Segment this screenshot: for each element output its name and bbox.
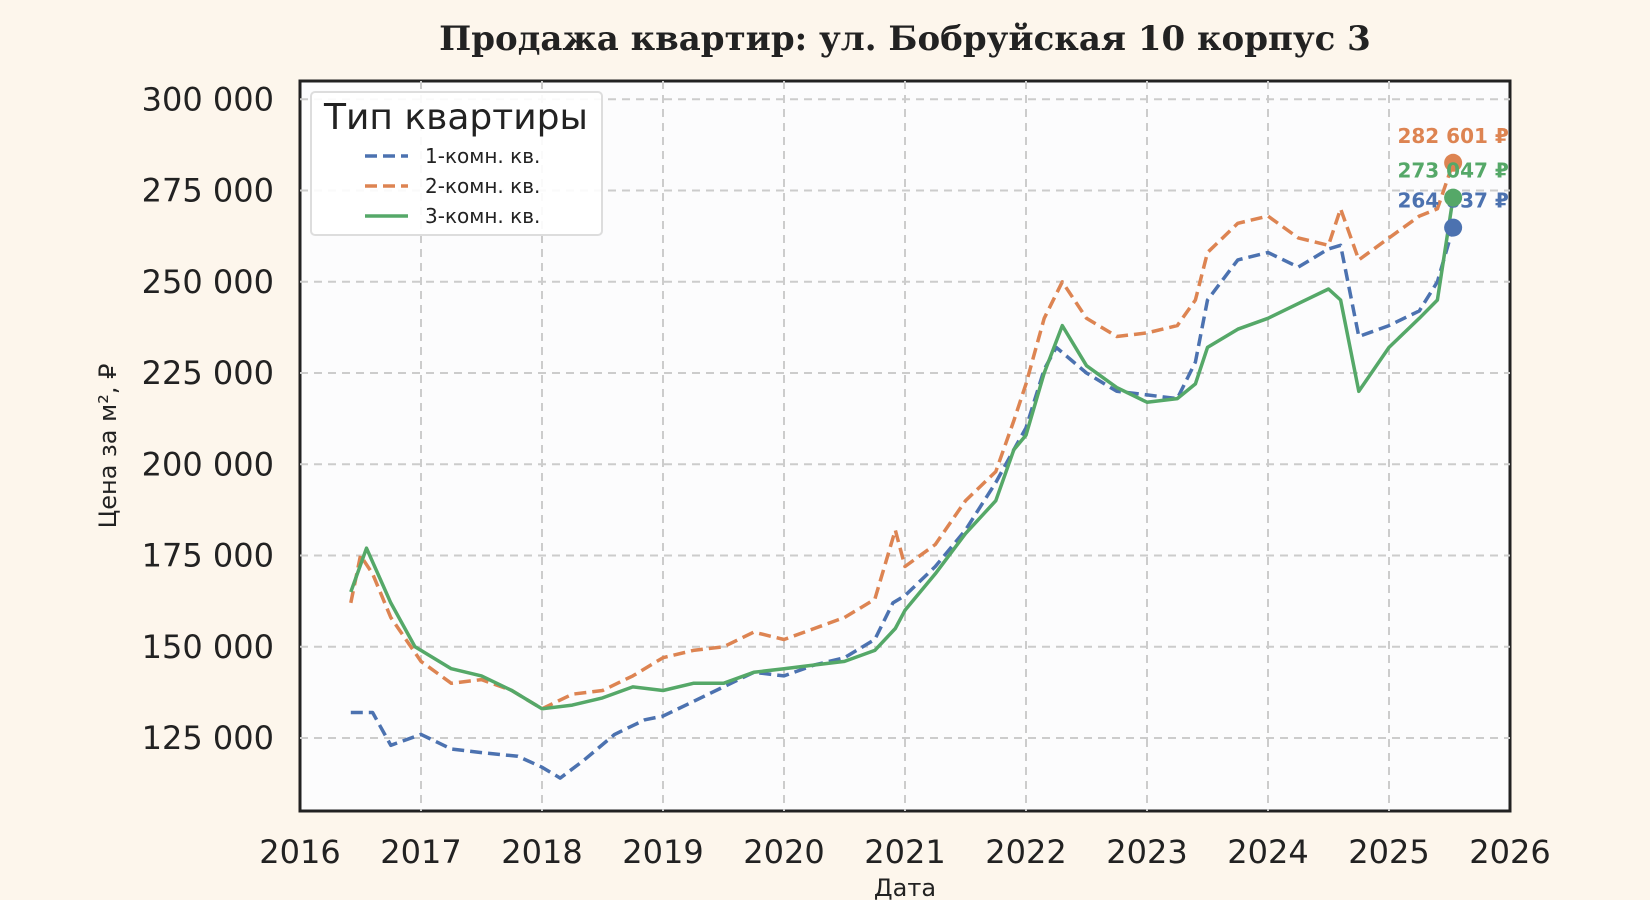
- y-tick-label: 275 000: [142, 172, 274, 210]
- end-point-label: 273 047 ₽: [1397, 159, 1508, 183]
- x-tick-label: 2020: [743, 833, 824, 871]
- series-line: [349, 197, 1455, 711]
- legend-entries: 1-комн. кв. 2-комн. кв. 3-комн. кв.: [365, 144, 540, 228]
- end-point-marker: [1444, 188, 1463, 207]
- x-tick-label: 2017: [380, 833, 461, 871]
- y-tick-label: 300 000: [142, 80, 274, 118]
- series-line: [350, 227, 1455, 780]
- legend: Тип квартиры 1-комн. кв. 2-комн. кв. 3-ком…: [310, 91, 603, 236]
- legend-entry-label: 2-комн. кв.: [425, 174, 540, 198]
- series-line: [349, 162, 1455, 711]
- legend-entry-label: 3-комн. кв.: [425, 204, 540, 228]
- y-axis-label: Цена за м², ₽: [94, 364, 122, 529]
- end-point-marker: [1444, 153, 1463, 172]
- y-tick-label: 250 000: [142, 263, 274, 301]
- legend-box: [310, 91, 603, 236]
- x-tick-label: 2026: [1469, 833, 1550, 871]
- x-tick-label: 2019: [622, 833, 703, 871]
- end-points: 264 837 ₽282 601 ₽273 047 ₽: [1397, 124, 1509, 237]
- chart-title: Продажа квартир: ул. Бобруйская 10 корпу…: [439, 19, 1371, 59]
- end-point-marker: [1444, 218, 1463, 237]
- end-point-label: 282 601 ₽: [1397, 124, 1508, 148]
- x-tick-label: 2018: [501, 833, 582, 871]
- grid: [300, 81, 1510, 811]
- x-axis-ticks: 2016 2017 2018 2019 2020 2021 2022 2023 2024 2025…: [259, 833, 1550, 871]
- y-axis-ticks: 125 000 150 000 175 000 200 000 225 000 250 0…: [142, 80, 274, 757]
- legend-entry-label: 1-комн. кв.: [425, 144, 540, 168]
- x-tick-label: 2016: [259, 833, 340, 871]
- x-tick-label: 2021: [864, 833, 945, 871]
- x-tick-label: 2022: [985, 833, 1066, 871]
- x-tick-label: 2023: [1106, 833, 1187, 871]
- x-axis-label: Дата: [874, 874, 936, 900]
- y-tick-label: 225 000: [142, 354, 274, 392]
- legend-title: Тип квартиры: [323, 97, 588, 138]
- series-layer: [349, 162, 1455, 780]
- y-tick-label: 200 000: [142, 445, 274, 483]
- y-tick-label: 125 000: [142, 719, 274, 757]
- x-tick-label: 2024: [1227, 833, 1308, 871]
- y-tick-label: 175 000: [142, 537, 274, 575]
- y-tick-label: 150 000: [142, 628, 274, 666]
- x-tick-label: 2025: [1348, 833, 1429, 871]
